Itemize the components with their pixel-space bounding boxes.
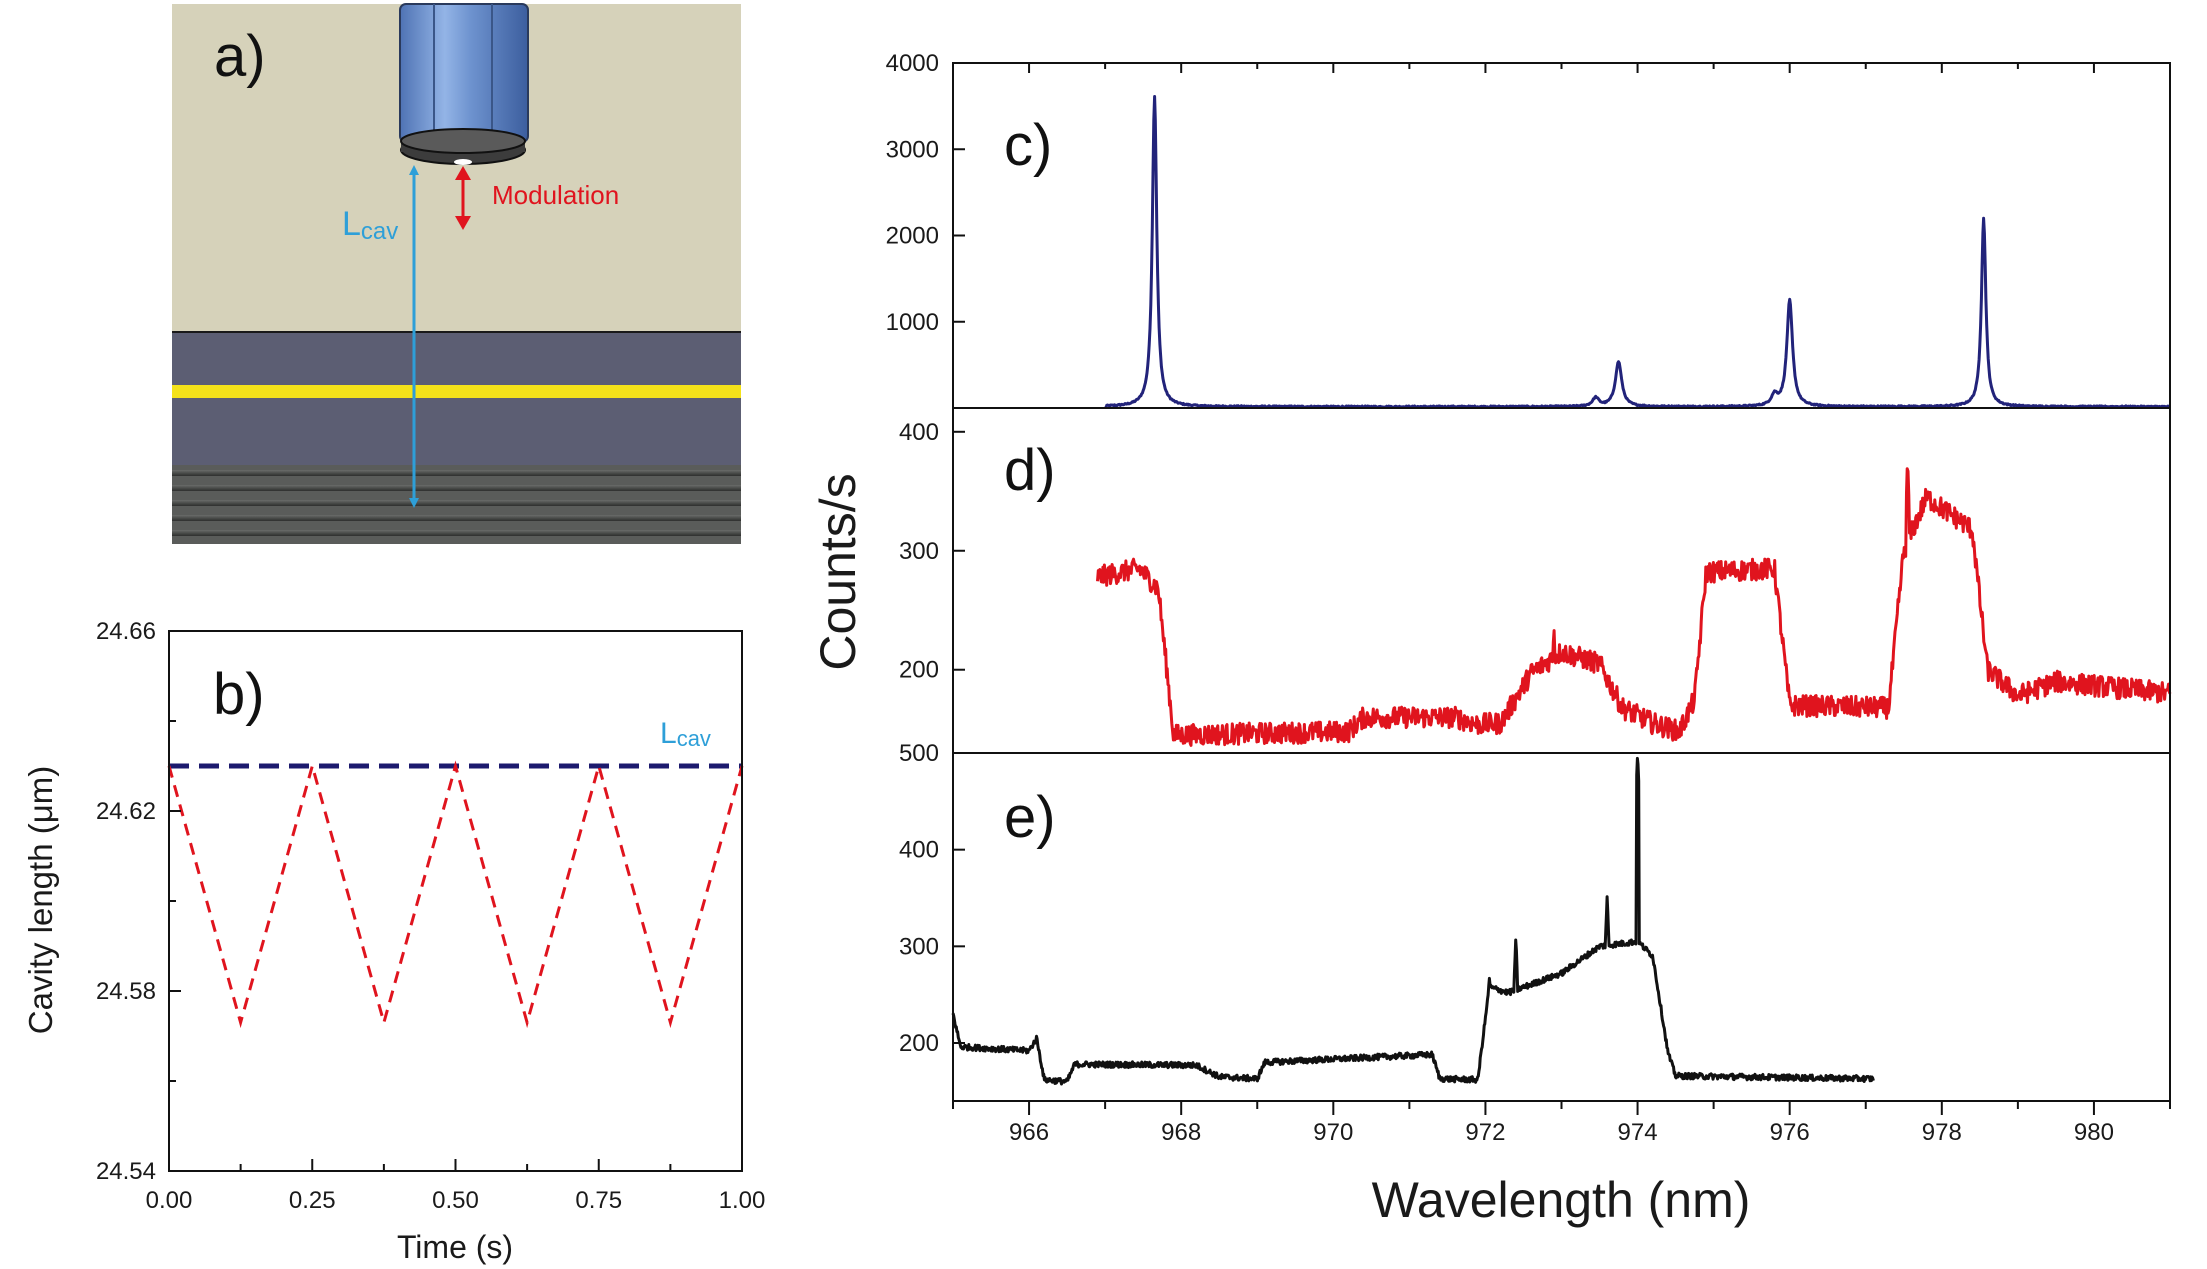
panel-e-x-tick-label: 968 [1161, 1119, 1201, 1146]
panels-frame [952, 62, 2171, 1102]
panel-e-spectrum-line [951, 756, 1875, 1086]
panel-b-y-tick-label: 24.62 [96, 798, 156, 825]
panel-c-spectrum-line [1104, 95, 2171, 409]
panel-e-y-tick-label: 200 [899, 1030, 939, 1057]
panel-label-d: d) [1004, 438, 1056, 503]
modulation-label: Modulation [492, 180, 619, 210]
panel-label-a: a) [214, 24, 266, 89]
lcav-label: Lcav [342, 205, 398, 245]
panel-b-x-axis-title: Time (s) [397, 1229, 513, 1265]
panel-b-y-tick-label: 24.58 [96, 978, 156, 1005]
panel-d-spectrum-line [1096, 467, 2172, 747]
panel-c-y-tick-label: 1000 [886, 309, 939, 336]
cavity-length-trace [167, 760, 744, 1029]
panel-c-y-tick-label: 4000 [886, 50, 939, 77]
panel-e-x-tick-label: 980 [2074, 1119, 2114, 1146]
panel-e-y-tick-label: 300 [899, 933, 939, 960]
panels-cde-chart: 1000 2000 3000 4000 200 300 400 200 300 400 500 966… [810, 50, 2172, 1228]
panel-b-y-tick-label: 24.54 [96, 1158, 156, 1185]
panel-label-c: c) [1004, 113, 1052, 178]
panel-label-e: e) [1004, 785, 1056, 850]
counts-axis-title: Counts/s [810, 473, 866, 670]
panel-a-schematic: Lcav Modulation a) [172, 3, 741, 544]
panel-e-x-tick-label: 970 [1313, 1119, 1353, 1146]
panel-e-x-tick-label: 966 [1009, 1119, 1049, 1146]
panel-e-x-tick-label: 974 [1618, 1119, 1658, 1146]
quantum-well-layer [172, 385, 741, 398]
panel-c-y-tick-label: 3000 [886, 136, 939, 163]
panel-e-x-tick-label: 978 [1922, 1119, 1962, 1146]
modulation-arrow [455, 166, 471, 230]
panel-e-x-tick-label: 976 [1770, 1119, 1810, 1146]
panel-b-x-tick-label: 1.00 [719, 1187, 766, 1214]
panel-e-plot-area [951, 756, 1875, 1086]
panel-b-y-axis-title: Cavity length (μm) [22, 766, 59, 1034]
panel-label-b: b) [213, 662, 265, 727]
panel-d-plot-area [1096, 467, 2172, 747]
panel-c-y-tick-label: 2000 [886, 223, 939, 250]
panel-b-y-tick-label: 24.66 [96, 618, 156, 645]
fiber-mirror [399, 3, 529, 165]
panel-e-x-tick-label: 972 [1465, 1119, 1505, 1146]
panel-d-y-tick-label: 400 [899, 419, 939, 446]
panel-e-y-tick-label: 400 [899, 837, 939, 864]
panel-b-plot-area [167, 760, 744, 1029]
panel-c-plot-area [1104, 95, 2171, 409]
panel-d-y-tick-label: 200 [899, 657, 939, 684]
panel-b-x-tick-label: 0.75 [575, 1187, 622, 1214]
panel-e-y-tick-label: 500 [899, 740, 939, 767]
panel-b-chart: 0.00 0.25 0.50 0.75 1.00 24.54 24.58 24.62 24.66… [22, 618, 765, 1265]
wavelength-axis-title: Wavelength (nm) [1372, 1172, 1751, 1228]
panel-b-x-tick-label: 0.50 [432, 1187, 479, 1214]
panel-b-lcav-annotation: Lcav [660, 717, 711, 751]
panel-b-x-tick-label: 0.00 [146, 1187, 193, 1214]
panel-b-x-tick-label: 0.25 [289, 1187, 336, 1214]
bragg-mirror [172, 465, 741, 544]
panel-d-y-tick-label: 300 [899, 538, 939, 565]
